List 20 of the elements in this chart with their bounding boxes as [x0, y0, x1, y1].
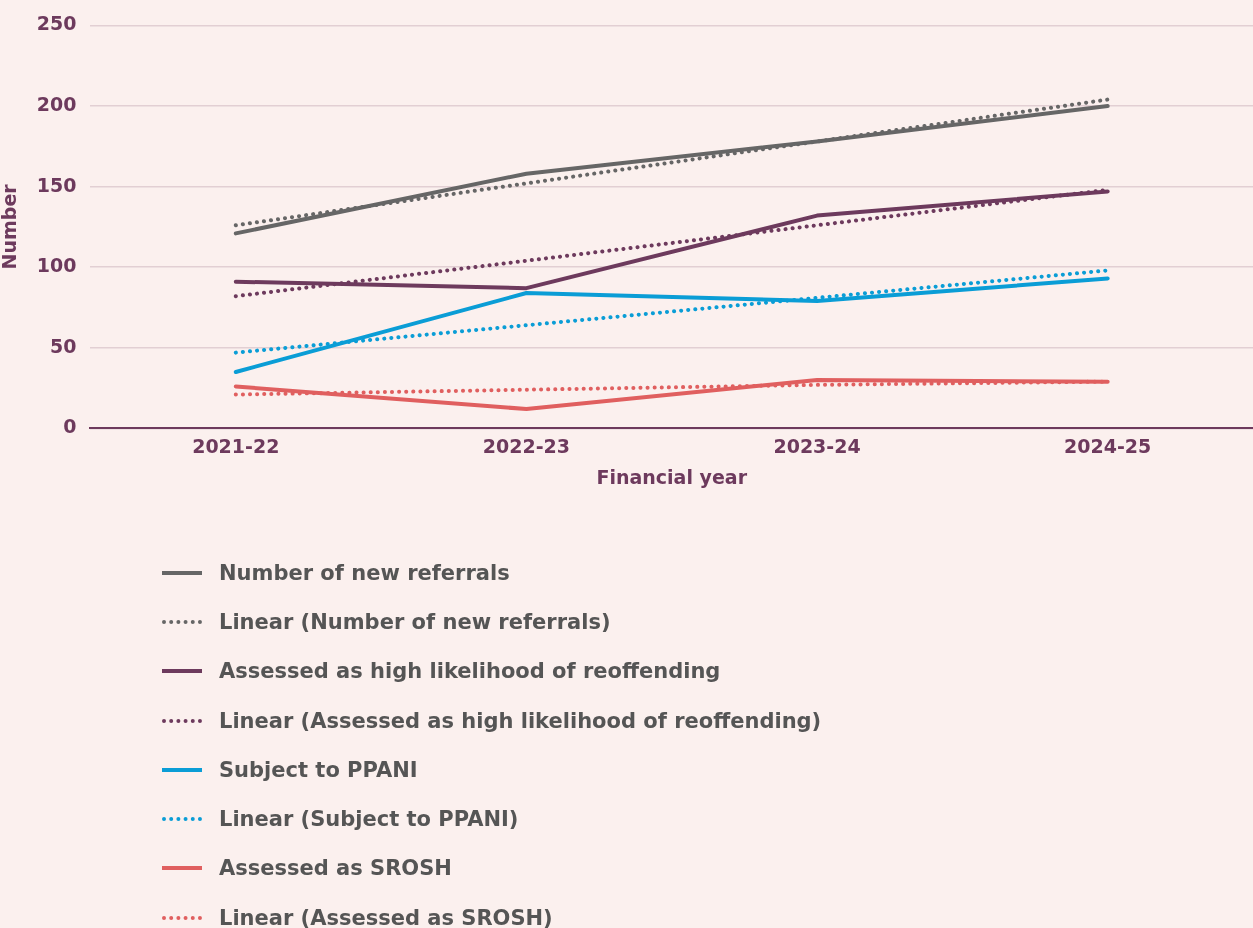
x-tick-label: 2023-24: [773, 434, 861, 457]
y-tick-label: 150: [36, 173, 77, 196]
legend-label: Linear (Subject to PPANI): [219, 807, 519, 832]
y-axis-title: Number: [0, 183, 21, 270]
y-tick-label: 100: [36, 254, 77, 277]
x-tick-label: 2024-25: [1064, 434, 1152, 457]
x-tick-label: 2022-23: [482, 434, 571, 457]
legend-label: Linear (Assessed as SROSH): [219, 905, 553, 928]
x-axis-title: Financial year: [596, 465, 748, 488]
legend-label: Subject to PPANI: [219, 757, 418, 782]
legend-label: Assessed as SROSH: [219, 856, 452, 881]
legend-label: Linear (Assessed as high likelihood of reoffending): [219, 708, 822, 733]
y-tick-label: 250: [36, 12, 77, 35]
legend-label: Number of new referrals: [219, 560, 510, 585]
y-tick-label: 200: [36, 92, 77, 115]
y-tick-label: 0: [63, 415, 77, 438]
x-tick-label: 2021-22: [192, 434, 280, 457]
legend-label: Assessed as high likelihood of reoffending: [219, 659, 721, 684]
y-tick-label: 50: [50, 334, 77, 357]
legend-label: Linear (Number of new referrals): [219, 609, 611, 634]
